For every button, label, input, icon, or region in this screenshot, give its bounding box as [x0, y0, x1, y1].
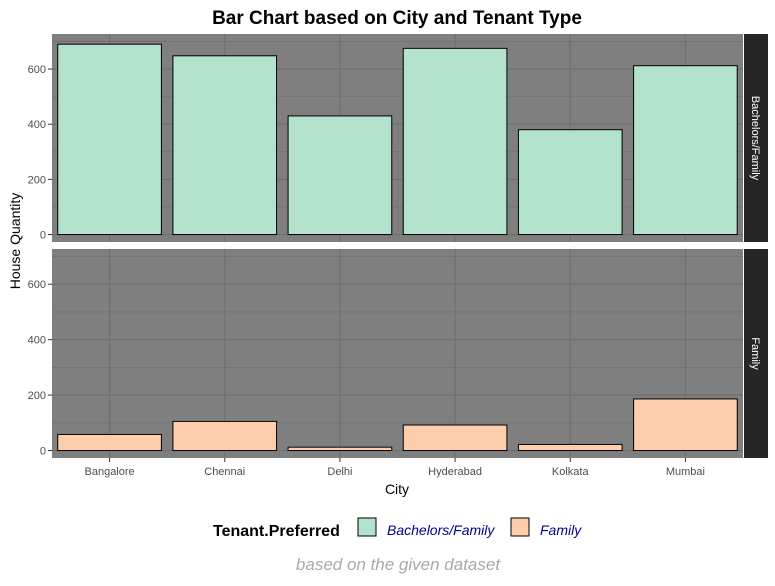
chart-title: Bar Chart based on City and Tenant Type — [212, 8, 582, 29]
x-tick-label: Delhi — [327, 466, 352, 478]
bar — [633, 398, 738, 452]
bar — [57, 43, 162, 236]
y-tick-label: 200 — [28, 390, 46, 402]
y-tick-label: 0 — [40, 446, 46, 458]
x-tick-label: Mumbai — [666, 466, 705, 478]
facet-panel: 0 200 400 600 Family — [28, 249, 768, 458]
bar — [633, 65, 738, 236]
x-tick-label: Chennai — [204, 466, 245, 478]
x-axis: Bangalore Chennai Delhi Hyderabad Kolkata Mum… — [85, 458, 705, 478]
x-tick-label: Kolkata — [552, 466, 590, 478]
bar — [402, 47, 508, 236]
x-axis-label: City — [385, 481, 409, 497]
facet-strip — [744, 249, 768, 458]
facets: 0 200 400 600 Bachelors/Family 0 200 400 600 Fami… — [28, 34, 768, 458]
bar — [172, 55, 278, 236]
y-tick-label: 400 — [28, 335, 46, 347]
caption: based on the given dataset — [296, 555, 501, 574]
legend-swatch — [510, 517, 530, 537]
y-axis-label: House Quantity — [7, 193, 23, 290]
y-tick-label: 600 — [28, 64, 46, 76]
bar — [287, 115, 393, 236]
legend-swatch — [357, 517, 377, 537]
legend-item: Family — [510, 517, 582, 538]
legend-item: Bachelors/Family — [357, 517, 495, 538]
bar — [287, 446, 393, 452]
legend: Tenant.Preferred Bachelors/Family Family — [213, 517, 582, 540]
y-tick-label: 400 — [28, 119, 46, 131]
y-tick-label: 0 — [40, 230, 46, 242]
facet-strip-label: Bachelors/Family — [749, 96, 761, 181]
legend-title: Tenant.Preferred — [213, 523, 340, 540]
facet-panel: 0 200 400 600 Bachelors/Family — [28, 34, 768, 242]
bar — [517, 443, 623, 452]
bar — [402, 424, 508, 452]
legend-label: Bachelors/Family — [387, 522, 495, 538]
legend-label: Family — [540, 522, 582, 538]
facet-strip — [744, 34, 768, 242]
x-tick-label: Bangalore — [85, 466, 135, 478]
y-tick-label: 600 — [28, 279, 46, 291]
bar — [57, 433, 162, 452]
x-tick-label: Hyderabad — [428, 466, 482, 478]
facet-strip-label: Family — [749, 337, 761, 370]
y-tick-label: 200 — [28, 174, 46, 186]
bar — [517, 129, 623, 236]
bar — [172, 420, 278, 452]
